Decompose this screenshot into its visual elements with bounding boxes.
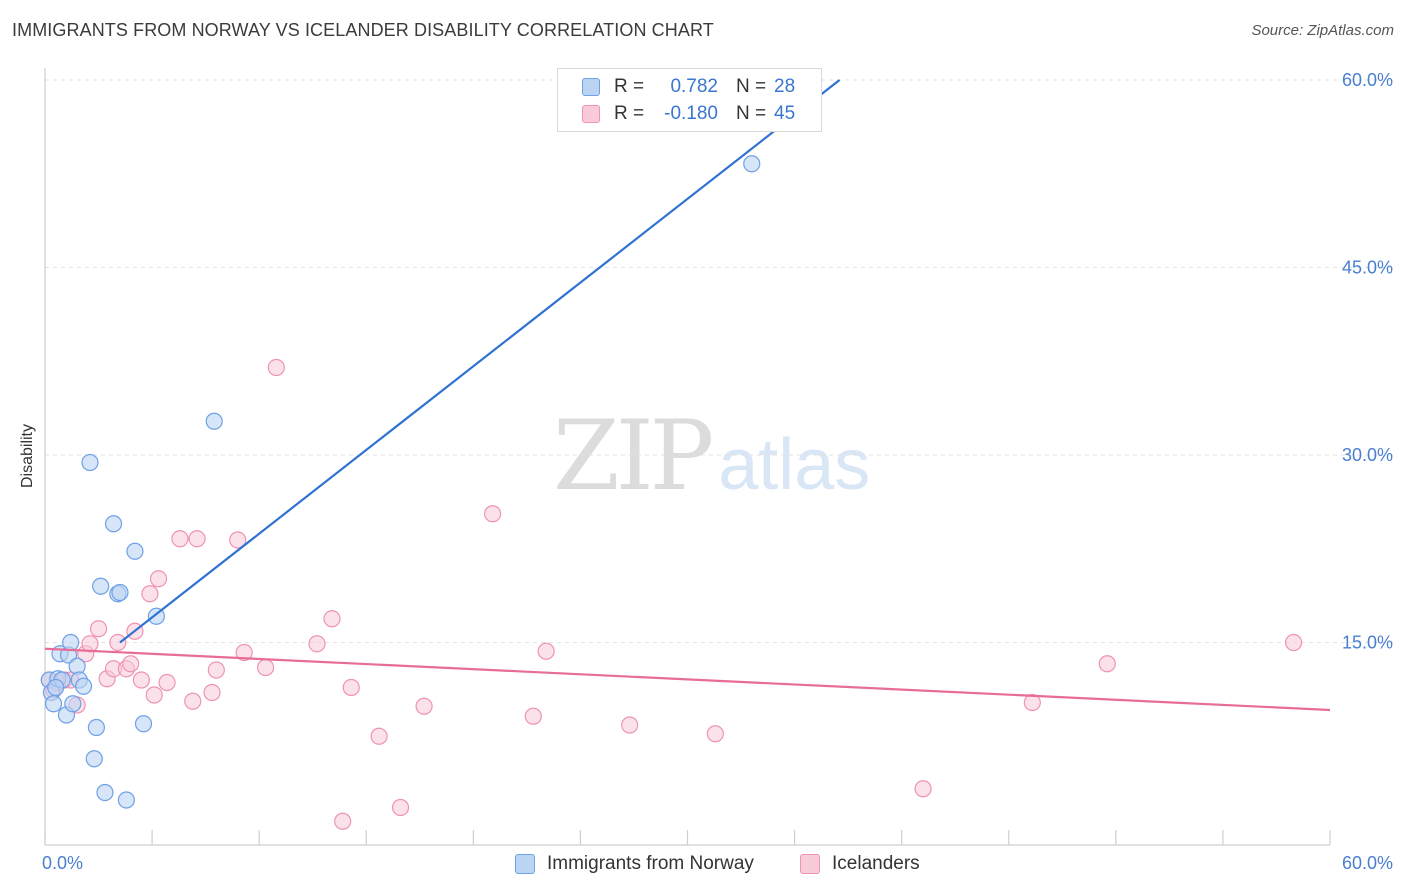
norway-point	[47, 678, 65, 697]
legend-r-value: -0.180	[664, 103, 718, 124]
icelanders-point	[370, 727, 388, 745]
legend-n-label: N =	[736, 76, 767, 97]
watermark-atlas: atlas	[718, 425, 871, 505]
icelanders-point	[391, 798, 410, 817]
norway-point	[134, 715, 153, 733]
norway-point	[126, 542, 144, 560]
y-tick-label: 30.0%	[1342, 445, 1393, 465]
icelanders-point	[323, 610, 341, 628]
legend-row-icelanders: R = -0.180 N = 45	[582, 101, 795, 127]
norway-legend-label: Immigrants from Norway	[547, 853, 754, 874]
norway-point	[117, 791, 135, 809]
norway-point	[85, 750, 103, 768]
grid-lines	[45, 79, 1395, 643]
legend-n-value: 45	[774, 103, 796, 124]
legend-r-value: 0.782	[670, 76, 718, 97]
trend-lines	[44, 79, 1331, 712]
x-ticks	[44, 830, 1331, 845]
icelanders-point	[1098, 655, 1116, 673]
norway-point	[62, 633, 80, 652]
icelanders-swatch	[582, 105, 600, 123]
icelanders-points	[40, 358, 1303, 830]
icelanders-point	[235, 643, 253, 662]
icelanders-point	[914, 780, 932, 798]
icelanders-point	[132, 671, 150, 689]
norway-point	[44, 695, 63, 713]
legend-r-label: R =	[614, 103, 645, 124]
norway-point	[92, 577, 110, 595]
legend-row-norway: R = 0.782 N = 28	[582, 74, 795, 100]
norway-trend-line	[119, 79, 841, 644]
icelanders-point	[308, 635, 326, 653]
y-tick-label: 60.0%	[1342, 70, 1393, 90]
norway-points	[40, 155, 761, 809]
chart-title: IMMIGRANTS FROM NORWAY VS ICELANDER DISA…	[12, 20, 714, 40]
norway-point	[87, 718, 106, 737]
icelanders-point	[229, 531, 247, 549]
icelanders-point	[537, 642, 555, 660]
icelanders-point	[109, 633, 127, 652]
norway-point	[111, 583, 129, 602]
icelanders-point	[706, 725, 724, 743]
norway-point	[74, 677, 93, 695]
tick-labels: 15.0% 30.0% 45.0% 60.0% 0.0% 60.0%	[42, 70, 1393, 873]
norway-point	[104, 515, 123, 533]
icelanders-point	[158, 673, 176, 692]
watermark-zip: ZIP	[553, 400, 714, 512]
icelanders-point	[415, 697, 433, 715]
norway-point	[64, 695, 82, 713]
icelanders-point	[149, 570, 168, 588]
icelanders-point	[1023, 693, 1041, 712]
icelanders-point	[1284, 633, 1303, 652]
legend-item-icelanders[interactable]: Icelanders	[800, 851, 920, 877]
legend-n-label: N =	[736, 103, 767, 124]
norway-legend-swatch	[515, 854, 535, 874]
legend-item-norway[interactable]: Immigrants from Norway	[515, 851, 754, 877]
icelanders-point	[184, 692, 202, 710]
icelanders-point	[256, 658, 275, 677]
x-tick-label: 60.0%	[1342, 853, 1393, 873]
icelanders-point	[203, 683, 221, 702]
legend-n-value: 28	[774, 76, 796, 97]
icelanders-point	[267, 358, 285, 377]
icelanders-point	[141, 585, 159, 603]
icelanders-point	[145, 686, 163, 704]
source-label: Source: ZipAtlas.com	[1251, 22, 1394, 39]
norway-swatch	[582, 78, 600, 96]
icelanders-legend-label: Icelanders	[832, 853, 920, 874]
icelanders-point	[81, 635, 99, 653]
x-tick-label: 0.0%	[42, 853, 83, 873]
icelanders-trend-line	[44, 647, 1331, 712]
icelanders-point	[171, 530, 189, 548]
y-tick-label: 45.0%	[1342, 258, 1393, 278]
icelanders-point	[524, 707, 542, 725]
norway-point	[743, 155, 761, 173]
icelanders-point	[342, 678, 360, 697]
icelanders-point	[621, 716, 639, 734]
norway-point	[81, 453, 99, 472]
axes	[44, 68, 1330, 846]
zipatlas-watermark: ZIP atlas	[553, 400, 870, 512]
icelanders-legend-swatch	[800, 854, 820, 874]
norway-point	[96, 783, 114, 802]
icelanders-point	[122, 655, 140, 673]
icelanders-point	[334, 812, 352, 830]
icelanders-point	[484, 505, 502, 523]
stats-legend: R = 0.782 N = 28 R = -0.180 N = 45	[557, 68, 822, 132]
y-axis-label: Disability	[19, 423, 36, 489]
icelanders-point	[207, 661, 225, 679]
y-tick-label: 15.0%	[1342, 633, 1393, 653]
icelanders-point	[188, 530, 206, 548]
legend-r-label: R =	[614, 76, 645, 97]
icelanders-point	[89, 620, 108, 638]
norway-point	[205, 412, 223, 430]
